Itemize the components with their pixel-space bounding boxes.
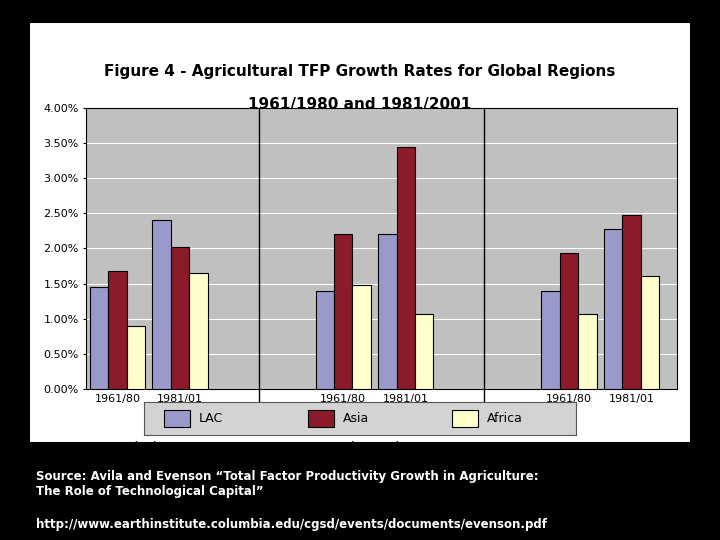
Bar xyxy=(559,253,578,389)
Text: 1961/1980 and 1981/2001: 1961/1980 and 1981/2001 xyxy=(248,97,472,112)
Bar xyxy=(153,220,171,389)
Text: Asia: Asia xyxy=(343,412,369,425)
Bar xyxy=(189,273,207,389)
Bar xyxy=(623,215,641,389)
Bar xyxy=(641,276,660,389)
Bar xyxy=(90,287,108,389)
Bar xyxy=(397,146,415,389)
Text: http://www.earthinstitute.columbia.edu/cgsd/events/documents/evenson.pdf: http://www.earthinstitute.columbia.edu/c… xyxy=(36,518,547,531)
Bar xyxy=(108,271,127,389)
Bar xyxy=(578,314,596,389)
Text: LAC: LAC xyxy=(199,412,223,425)
Bar xyxy=(164,410,190,427)
Bar xyxy=(452,410,478,427)
Text: Africa: Africa xyxy=(487,412,523,425)
Bar xyxy=(415,314,433,389)
Bar xyxy=(352,285,371,389)
Text: Livestock: Livestock xyxy=(345,441,404,455)
Bar xyxy=(378,234,397,389)
Bar xyxy=(541,291,559,389)
Bar xyxy=(334,234,352,389)
Text: Figure 4 - Agricultural TFP Growth Rates for Global Regions: Figure 4 - Agricultural TFP Growth Rates… xyxy=(104,64,616,79)
Bar xyxy=(127,326,145,389)
Text: Aggregate: Aggregate xyxy=(567,441,633,455)
Bar xyxy=(315,291,334,389)
Bar xyxy=(604,229,623,389)
Bar xyxy=(308,410,334,427)
Text: Agriculture: Agriculture xyxy=(114,441,183,455)
Text: Source: Avila and Evenson “Total Factor Productivity Growth in Agriculture:
The : Source: Avila and Evenson “Total Factor … xyxy=(36,470,539,498)
Bar xyxy=(171,247,189,389)
